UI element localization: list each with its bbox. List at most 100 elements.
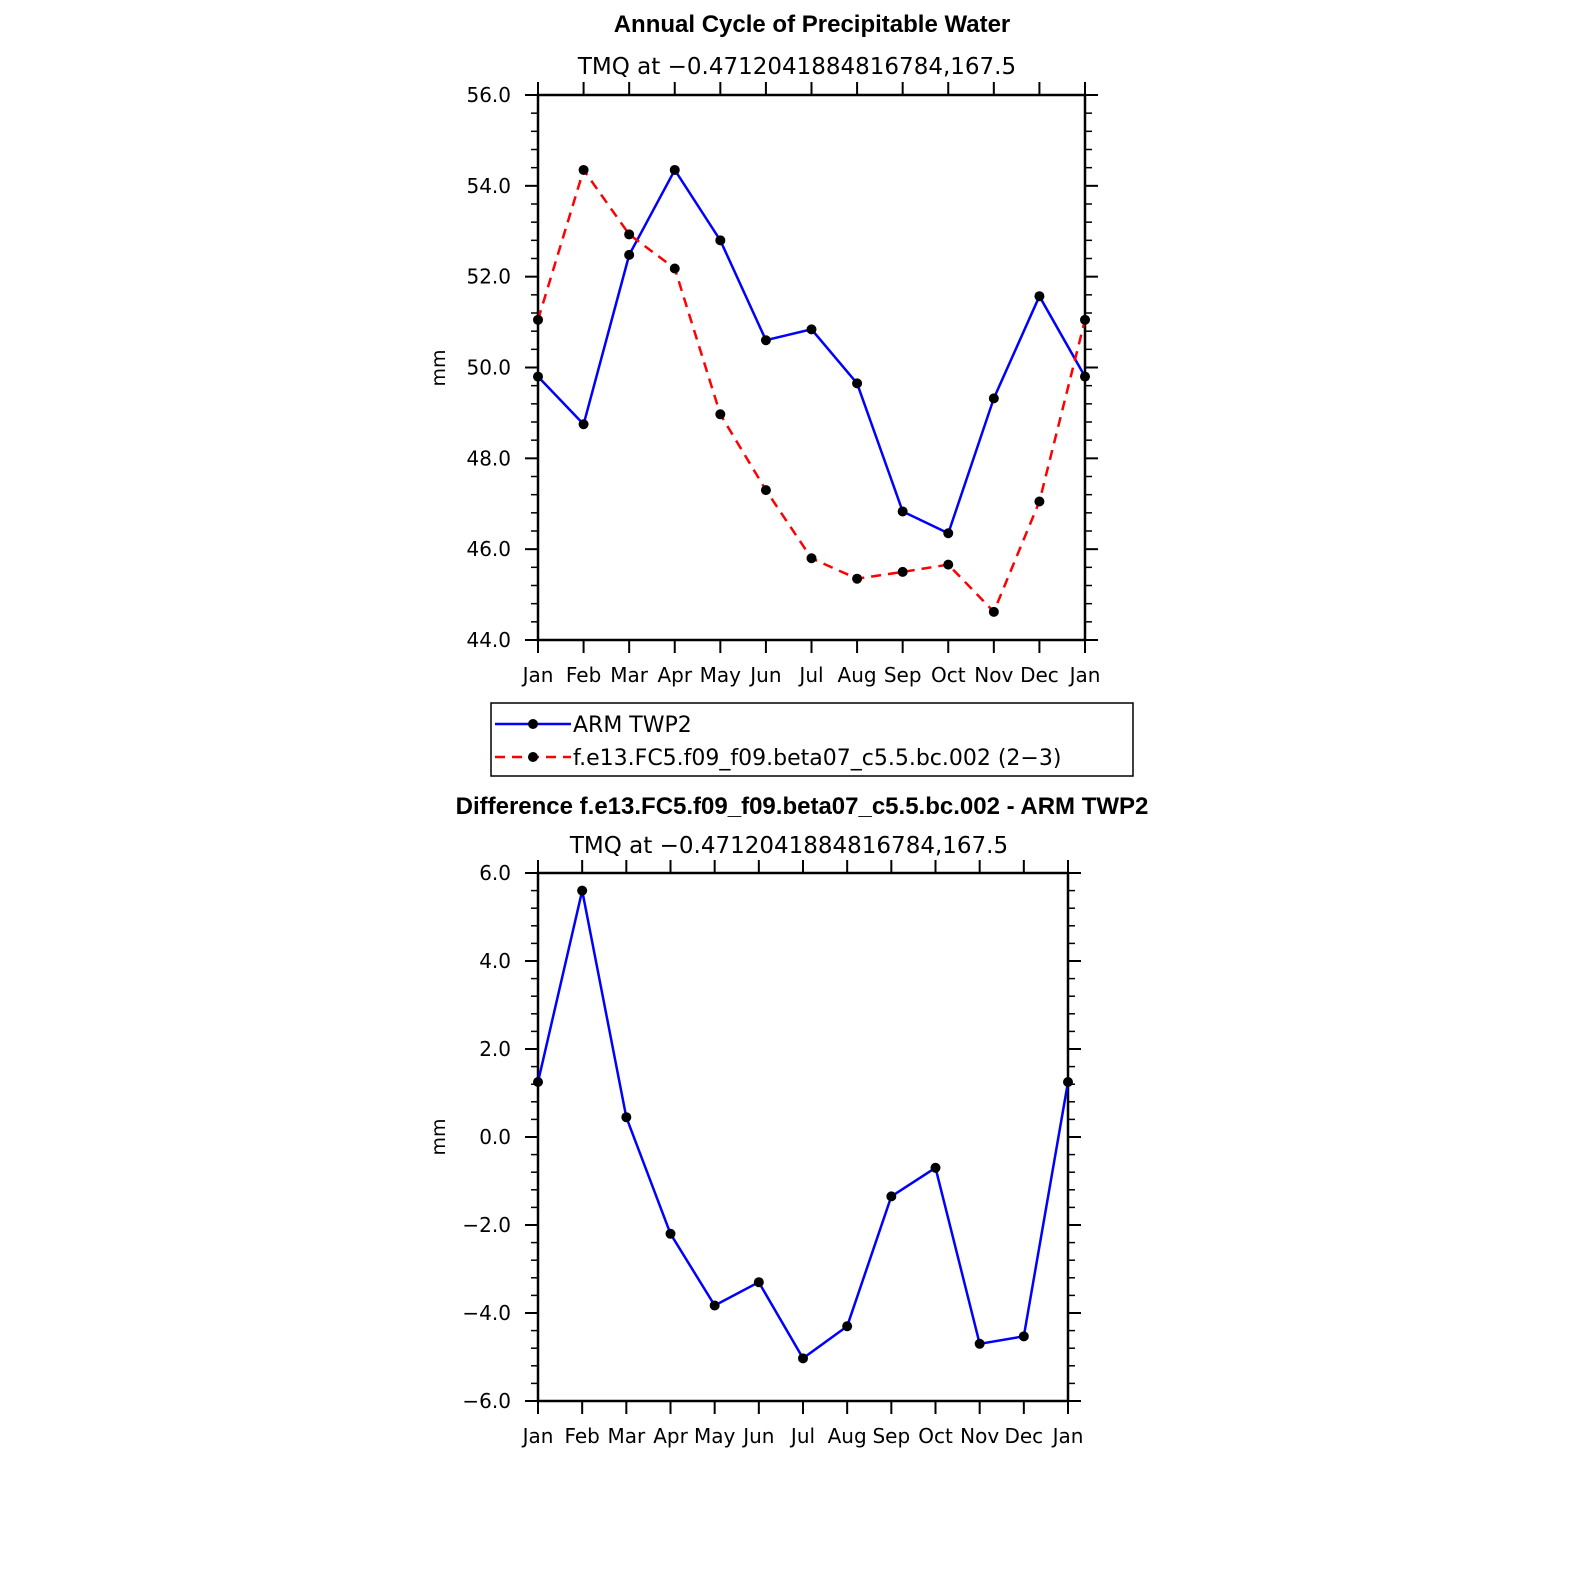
x-tick-label: Mar	[610, 663, 649, 687]
x-tick-label: Feb	[564, 1424, 599, 1448]
data-point	[988, 606, 999, 617]
legend-label-model: f.e13.FC5.f09_f09.beta07_c5.5.bc.002 (2−…	[573, 746, 1061, 771]
data-point	[943, 528, 954, 539]
x-tick-label: Dec	[1004, 1424, 1043, 1448]
y-tick-label: 54.0	[466, 174, 511, 198]
data-point	[665, 1228, 676, 1239]
axes: 44.0 46.0 48.0 50.0 52.0 54.0 56.0 Jan Feb Mar Apr…	[466, 82, 1100, 687]
legend: ARM TWP2 f.e13.FC5.f09_f09.beta07_c5.5.b…	[490, 702, 1134, 777]
data-point	[852, 573, 863, 584]
y-axis-label: mm	[428, 349, 450, 386]
series-layer	[533, 885, 1073, 1364]
data-point	[669, 263, 680, 274]
data-point	[624, 249, 635, 260]
x-tick-label: Sep	[884, 663, 922, 687]
x-tick-label: Jul	[789, 1424, 815, 1448]
data-point	[852, 378, 863, 389]
x-tick-label: Apr	[657, 663, 692, 687]
data-point	[1034, 496, 1045, 507]
annual-cycle-chart: Annual Cycle of Precipitable Water TMQ a…	[428, 11, 1100, 687]
series-line	[536, 167, 1087, 615]
data-point	[533, 314, 543, 325]
y-tick-label: 2.0	[479, 1037, 511, 1061]
y-tick-label: 44.0	[466, 628, 511, 652]
y-tick-label: 6.0	[479, 861, 511, 885]
chart-subtitle: TMQ at −0.4712041884816784,167.5	[577, 54, 1016, 80]
chart-title: Difference f.e13.FC5.f09_f09.beta07_c5.5…	[456, 793, 1149, 820]
x-tick-label: Dec	[1020, 663, 1059, 687]
legend-box	[490, 702, 1134, 777]
data-point	[533, 371, 543, 382]
plot-frame	[536, 871, 1070, 1403]
x-tick-label: Oct	[931, 663, 966, 687]
y-tick-label: 4.0	[479, 949, 511, 973]
y-tick-label: −4.0	[462, 1301, 511, 1325]
series-layer	[533, 164, 1090, 617]
data-point	[1080, 371, 1090, 382]
x-tick-label: May	[700, 663, 742, 687]
y-tick-label: 56.0	[466, 83, 511, 107]
data-point	[669, 164, 680, 175]
x-tick-label: Nov	[960, 1424, 999, 1448]
legend-label-arm: ARM TWP2	[573, 713, 692, 738]
x-tick-label: Aug	[828, 1424, 867, 1448]
chart-subtitle: TMQ at −0.4712041884816784,167.5	[569, 833, 1008, 859]
data-point	[943, 559, 954, 570]
y-tick-label: −6.0	[462, 1389, 511, 1413]
x-tick-label: Jun	[741, 1424, 774, 1448]
data-point	[886, 1191, 897, 1202]
x-tick-label: Oct	[918, 1424, 953, 1448]
data-point	[577, 885, 588, 896]
y-tick-label: 0.0	[479, 1125, 511, 1149]
x-tick-label: May	[694, 1424, 736, 1448]
x-tick-label: Sep	[872, 1424, 910, 1448]
data-point	[753, 1277, 764, 1288]
series-line	[537, 167, 1087, 536]
data-point	[709, 1300, 720, 1311]
data-point	[578, 164, 589, 175]
y-tick-label: 46.0	[466, 537, 511, 561]
chart-title: Annual Cycle of Precipitable Water	[614, 11, 1011, 38]
x-tick-label: Jan	[521, 1424, 554, 1448]
x-tick-label: Apr	[653, 1424, 688, 1448]
data-point	[533, 1077, 543, 1087]
data-point	[760, 335, 771, 346]
data-point	[974, 1338, 985, 1349]
x-tick-label: Jan	[1068, 663, 1101, 687]
data-point	[897, 566, 908, 577]
series-line	[536, 890, 1070, 1361]
data-point	[621, 1112, 632, 1123]
legend-marker-arm	[528, 719, 538, 729]
x-tick-label: Feb	[566, 663, 601, 687]
difference-chart: Difference f.e13.FC5.f09_f09.beta07_c5.5…	[428, 793, 1148, 1448]
data-point	[897, 506, 908, 517]
data-point	[806, 324, 817, 335]
x-tick-label: Jan	[521, 663, 554, 687]
y-tick-label: 48.0	[466, 446, 511, 470]
data-point	[806, 553, 817, 564]
data-point	[760, 485, 771, 496]
data-point	[624, 229, 635, 240]
data-point	[930, 1162, 941, 1173]
x-tick-label: Aug	[838, 663, 877, 687]
x-tick-label: Jun	[748, 663, 781, 687]
x-tick-label: Nov	[974, 663, 1013, 687]
data-point	[1018, 1331, 1029, 1342]
y-tick-label: 50.0	[466, 356, 511, 380]
data-point	[715, 235, 726, 246]
y-tick-label: 52.0	[466, 265, 511, 289]
x-tick-label: Mar	[607, 1424, 646, 1448]
y-axis-label: mm	[428, 1118, 450, 1155]
data-point	[1034, 291, 1045, 302]
data-point	[988, 393, 999, 404]
x-tick-label: Jul	[797, 663, 823, 687]
legend-marker-model	[528, 752, 538, 762]
data-point	[798, 1353, 808, 1364]
data-point	[1080, 314, 1090, 325]
data-point	[578, 419, 589, 430]
data-point	[842, 1321, 853, 1332]
y-tick-label: −2.0	[462, 1213, 511, 1237]
data-point	[715, 409, 726, 420]
